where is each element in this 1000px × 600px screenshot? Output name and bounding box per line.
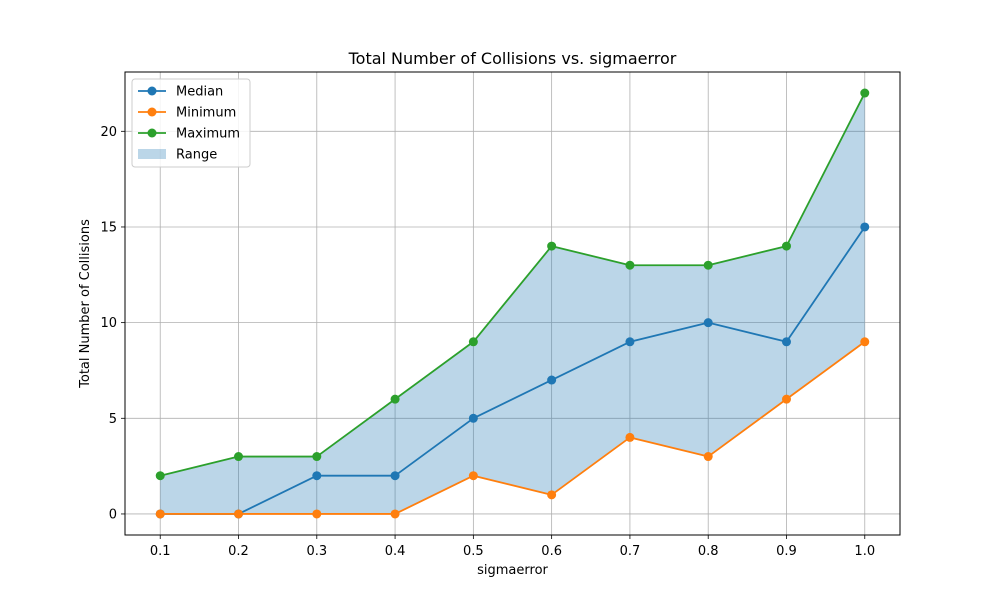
range-band xyxy=(160,93,865,514)
x-tick-label: 0.8 xyxy=(698,544,719,559)
x-tick-label: 1.0 xyxy=(854,544,875,559)
axis-ticks: 0.1 0.2 0.3 0.4 0.5 0.6 0.7 0.8 0.9 1.0 0 5 10 15 20 xyxy=(100,125,875,559)
legend-marker-minimum xyxy=(147,107,157,117)
data-point-maximum xyxy=(234,452,244,462)
x-tick-label: 0.2 xyxy=(228,544,249,559)
data-point-maximum xyxy=(625,260,635,270)
data-point-median xyxy=(312,471,322,481)
data-point-median xyxy=(703,318,713,328)
data-point-maximum xyxy=(860,88,870,98)
legend-label-median: Median xyxy=(176,85,223,100)
legend: Median Minimum Maximum Range xyxy=(131,78,251,168)
legend-label-minimum: Minimum xyxy=(176,106,236,121)
data-point-maximum xyxy=(312,452,322,462)
data-point-maximum xyxy=(703,260,713,270)
legend-label-range: Range xyxy=(176,148,217,163)
chart-title: Total Number of Collisions vs. sigmaerro… xyxy=(348,49,677,68)
data-point-maximum xyxy=(468,337,478,347)
series-line-maximum xyxy=(160,92,866,477)
y-tick-label: 0 xyxy=(109,507,117,522)
y-tick-label: 15 xyxy=(100,220,117,235)
data-point-minimum xyxy=(155,509,165,519)
data-point-minimum xyxy=(468,471,478,481)
data-point-median xyxy=(781,337,791,347)
legend-marker-maximum xyxy=(147,128,157,138)
series-line-median xyxy=(160,226,866,515)
x-tick-label: 0.3 xyxy=(306,544,327,559)
data-point-minimum xyxy=(312,509,322,519)
grid xyxy=(125,72,900,535)
legend-box xyxy=(131,78,251,168)
data-point-median xyxy=(547,375,557,385)
data-point-minimum xyxy=(390,509,400,519)
data-point-minimum xyxy=(781,394,791,404)
data-point-median xyxy=(860,222,870,232)
plot-frame xyxy=(124,71,901,536)
legend-marker-median xyxy=(147,86,157,96)
series-maximum xyxy=(155,88,870,481)
series-line-minimum xyxy=(160,341,866,515)
y-tick-label: 10 xyxy=(100,316,117,331)
y-tick-label: 20 xyxy=(100,125,117,140)
data-point-maximum xyxy=(390,394,400,404)
range-fill xyxy=(160,93,865,514)
x-tick-label: 0.4 xyxy=(385,544,406,559)
y-tick-label: 5 xyxy=(109,412,117,427)
data-point-maximum xyxy=(155,471,165,481)
x-tick-label: 0.5 xyxy=(463,544,484,559)
x-axis-label: sigmaerror xyxy=(477,563,548,578)
y-axis-label: Total Number of Collisions xyxy=(78,219,93,389)
x-tick-label: 0.6 xyxy=(541,544,562,559)
data-point-minimum xyxy=(860,337,870,347)
series-lines xyxy=(155,88,870,519)
x-tick-label: 0.9 xyxy=(776,544,797,559)
legend-label-maximum: Maximum xyxy=(176,127,240,142)
data-point-minimum xyxy=(234,509,244,519)
series-minimum xyxy=(155,337,870,519)
data-point-median xyxy=(468,413,478,423)
data-point-minimum xyxy=(625,432,635,442)
data-point-median xyxy=(390,471,400,481)
data-point-maximum xyxy=(547,241,557,251)
x-tick-label: 0.1 xyxy=(150,544,171,559)
x-tick-label: 0.7 xyxy=(620,544,641,559)
data-point-minimum xyxy=(703,452,713,462)
data-point-maximum xyxy=(781,241,791,251)
legend-swatch-range xyxy=(138,149,166,159)
data-point-minimum xyxy=(547,490,557,500)
data-point-median xyxy=(625,337,635,347)
